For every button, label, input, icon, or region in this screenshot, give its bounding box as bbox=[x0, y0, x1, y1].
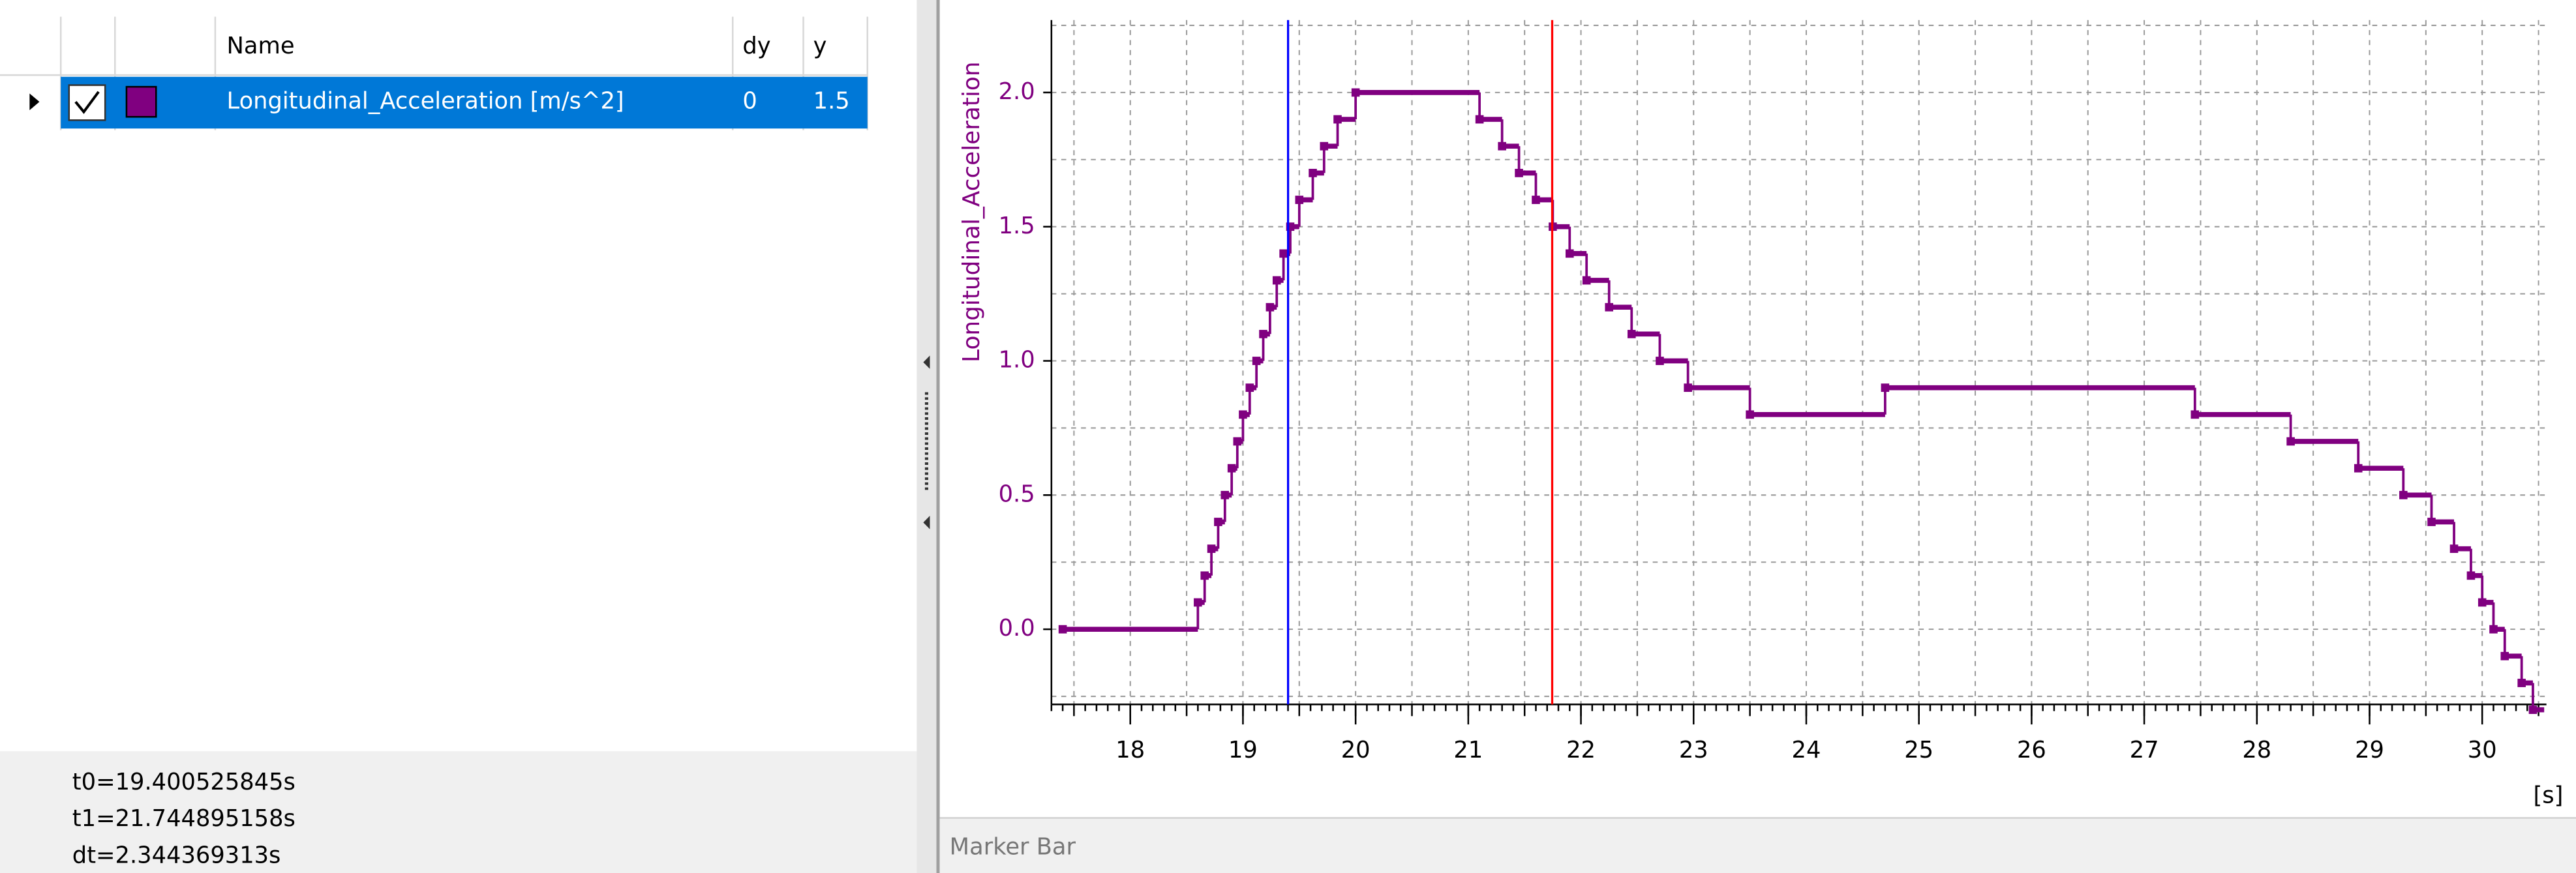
sample-point bbox=[1239, 410, 1247, 419]
sample-point bbox=[1265, 303, 1275, 312]
sample-point bbox=[1227, 464, 1236, 473]
sample-point bbox=[1746, 410, 1754, 419]
sample-point bbox=[1515, 168, 1523, 177]
sample-point bbox=[1194, 598, 1202, 607]
y-tick-label: 2.0 bbox=[999, 78, 1035, 105]
splitter[interactable] bbox=[917, 0, 940, 873]
checkbox[interactable] bbox=[68, 84, 106, 121]
x-tick-label: 24 bbox=[1792, 737, 1821, 763]
sample-point bbox=[1220, 490, 1230, 499]
x-tick-label: 18 bbox=[1115, 737, 1145, 763]
sample-point bbox=[2354, 464, 2363, 473]
sample-point bbox=[1259, 329, 1267, 338]
sample-point bbox=[2528, 705, 2538, 715]
sample-point bbox=[1605, 303, 1614, 312]
sample-point bbox=[1333, 115, 1342, 124]
check-mark bbox=[74, 91, 100, 114]
sample-point bbox=[1498, 141, 1506, 151]
header-y: y bbox=[813, 33, 827, 59]
sample-point bbox=[1214, 518, 1222, 526]
sample-point bbox=[2427, 518, 2436, 526]
x-tick-label: 28 bbox=[2242, 737, 2271, 763]
marker-bar-label: Marker Bar bbox=[950, 833, 1076, 860]
x-tick-label: 23 bbox=[1679, 737, 1708, 763]
sample-point bbox=[2478, 598, 2487, 607]
x-tick-label: 30 bbox=[2468, 737, 2497, 763]
sample-point bbox=[2190, 410, 2200, 419]
sample-point bbox=[2449, 544, 2459, 554]
sample-point bbox=[1684, 383, 1692, 392]
sample-point bbox=[1565, 249, 1574, 258]
x-tick-label: 19 bbox=[1228, 737, 1258, 763]
sample-point bbox=[1320, 141, 1329, 151]
sample-point bbox=[1200, 571, 1209, 580]
sample-point bbox=[1656, 357, 1664, 365]
sample-point bbox=[1295, 196, 1304, 204]
sample-point bbox=[1475, 115, 1484, 124]
plot: 18 19 20 21 22 23 24 25 26 27 28 29 30 0.0 0.5 1.0 1.5 2.… bbox=[958, 20, 2564, 808]
sample-point bbox=[1233, 437, 1242, 446]
sample-point bbox=[1207, 544, 1216, 554]
sample-point bbox=[1881, 383, 1890, 392]
row-indicator bbox=[29, 93, 40, 110]
y-tick-label: 1.5 bbox=[999, 213, 1035, 239]
sample-point bbox=[1058, 625, 1067, 634]
signal-name[interactable]: Longitudinal_Acceleration [m/s^2] bbox=[227, 87, 624, 114]
sample-point bbox=[1279, 249, 1288, 258]
x-tick-label: 22 bbox=[1566, 737, 1596, 763]
signal-y: 1.5 bbox=[813, 87, 850, 114]
table-grid bbox=[0, 16, 869, 130]
x-tick-label: 25 bbox=[1904, 737, 1933, 763]
sample-point bbox=[1309, 168, 1317, 177]
header-name: Name bbox=[227, 33, 295, 59]
sample-point bbox=[1351, 88, 1360, 97]
sample-point bbox=[1582, 276, 1591, 285]
y-tick-label: 0.0 bbox=[999, 615, 1035, 642]
y-axis-label: Longitudinal_Acceleration bbox=[958, 61, 985, 362]
x-tick-label: 20 bbox=[1341, 737, 1371, 763]
sample-point bbox=[1252, 357, 1261, 365]
marker-bar bbox=[939, 818, 2576, 873]
sample-point bbox=[1532, 196, 1540, 204]
sample-point bbox=[2399, 490, 2408, 499]
color-swatch[interactable] bbox=[125, 85, 157, 118]
sample-point bbox=[2286, 437, 2295, 446]
sample-point bbox=[1627, 329, 1636, 338]
x-tick-label: 26 bbox=[2017, 737, 2046, 763]
sample-point bbox=[1245, 383, 1254, 392]
info-dt: dt=2.344369313s bbox=[72, 842, 281, 868]
sample-point bbox=[2489, 625, 2498, 634]
sample-point bbox=[2500, 651, 2509, 660]
sample-point bbox=[2517, 679, 2526, 687]
info-t0: t0=19.400525845s bbox=[72, 769, 295, 795]
y-tick-label: 0.5 bbox=[999, 481, 1035, 507]
signal-panel bbox=[0, 0, 917, 873]
x-unit: [s] bbox=[2534, 782, 2564, 808]
x-tick-label: 29 bbox=[2355, 737, 2384, 763]
sample-point bbox=[1272, 276, 1281, 285]
header-dy: dy bbox=[742, 33, 770, 59]
x-tick-label: 21 bbox=[1453, 737, 1483, 763]
signal-dy: 0 bbox=[742, 87, 757, 114]
info-t1: t1=21.744895158s bbox=[72, 805, 295, 832]
info-panel bbox=[0, 751, 917, 873]
selected-row[interactable] bbox=[61, 76, 868, 129]
y-tick-label: 1.0 bbox=[999, 346, 1035, 373]
sample-point bbox=[2466, 571, 2476, 580]
x-tick-label: 27 bbox=[2130, 737, 2159, 763]
